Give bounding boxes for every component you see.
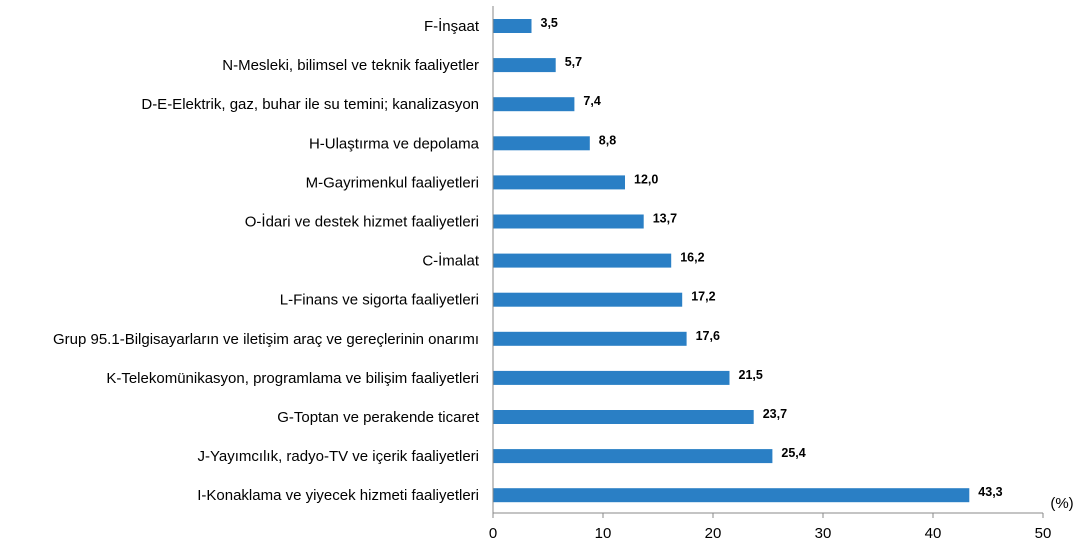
data-label: 16,2 xyxy=(680,251,704,265)
category-label: J-Yayımcılık, radyo-TV ve içerik faaliye… xyxy=(198,448,479,465)
bar xyxy=(493,19,532,33)
x-tick-label: 50 xyxy=(1035,525,1052,542)
data-label: 23,7 xyxy=(763,407,787,421)
bar xyxy=(493,253,672,268)
category-label: L-Finans ve sigorta faaliyetleri xyxy=(280,292,479,309)
x-tick-label: 20 xyxy=(705,525,722,542)
bar xyxy=(493,58,556,73)
category-label: G-Toptan ve perakende ticaret xyxy=(277,409,480,426)
data-label: 13,7 xyxy=(653,212,677,226)
bar xyxy=(493,292,683,307)
category-label: M-Gayrimenkul faaliyetleri xyxy=(306,174,479,191)
category-label: K-Telekomünikasyon, programlama ve biliş… xyxy=(106,370,479,387)
category-label: I-Konaklama ve yiyecek hizmeti faaliyetl… xyxy=(197,487,479,504)
category-label: C-İmalat xyxy=(422,252,480,270)
x-tick-label: 40 xyxy=(925,525,942,542)
category-label: Grup 95.1-Bilgisayarların ve iletişim ar… xyxy=(53,331,479,348)
category-label: O-İdari ve destek hizmet faaliyetleri xyxy=(245,213,479,231)
bar xyxy=(493,410,754,424)
category-labels-group: F-İnşaat N-Mesleki, bilimsel ve teknik fa… xyxy=(53,17,480,504)
x-tick-label: 30 xyxy=(815,525,832,542)
x-tick-label: 10 xyxy=(595,525,612,542)
data-labels-group: 3,5 5,7 7,4 8,8 12,0 13,7 16,2 17,2 17,6 21,5 23,7… xyxy=(541,16,1003,499)
bar xyxy=(493,175,625,190)
bar xyxy=(493,370,730,385)
data-label: 25,4 xyxy=(781,446,805,460)
data-label: 17,6 xyxy=(696,329,720,343)
data-label: 43,3 xyxy=(978,485,1002,499)
data-label: 12,0 xyxy=(634,172,658,186)
category-label: H-Ulaştırma ve depolama xyxy=(309,135,480,152)
category-label: N-Mesleki, bilimsel ve teknik faaliyetle… xyxy=(222,57,479,74)
bar xyxy=(493,214,644,229)
x-ticks-group: 0 10 20 30 40 50 xyxy=(489,513,1052,542)
data-label: 8,8 xyxy=(599,133,616,147)
bar xyxy=(493,97,575,112)
x-axis-unit-label: (%) xyxy=(1050,495,1073,512)
data-label: 5,7 xyxy=(565,55,582,69)
x-tick-label: 0 xyxy=(489,525,497,542)
data-label: 21,5 xyxy=(739,368,763,382)
bar xyxy=(493,449,773,464)
data-label: 3,5 xyxy=(541,16,558,30)
category-label: D-E-Elektrik, gaz, buhar ile su temini; … xyxy=(141,96,479,113)
bar xyxy=(493,488,970,503)
bars-group xyxy=(493,19,970,503)
bar xyxy=(493,136,590,151)
data-label: 17,2 xyxy=(691,290,715,304)
bar xyxy=(493,331,687,346)
data-label: 7,4 xyxy=(583,94,600,108)
category-label: F-İnşaat xyxy=(424,17,480,35)
